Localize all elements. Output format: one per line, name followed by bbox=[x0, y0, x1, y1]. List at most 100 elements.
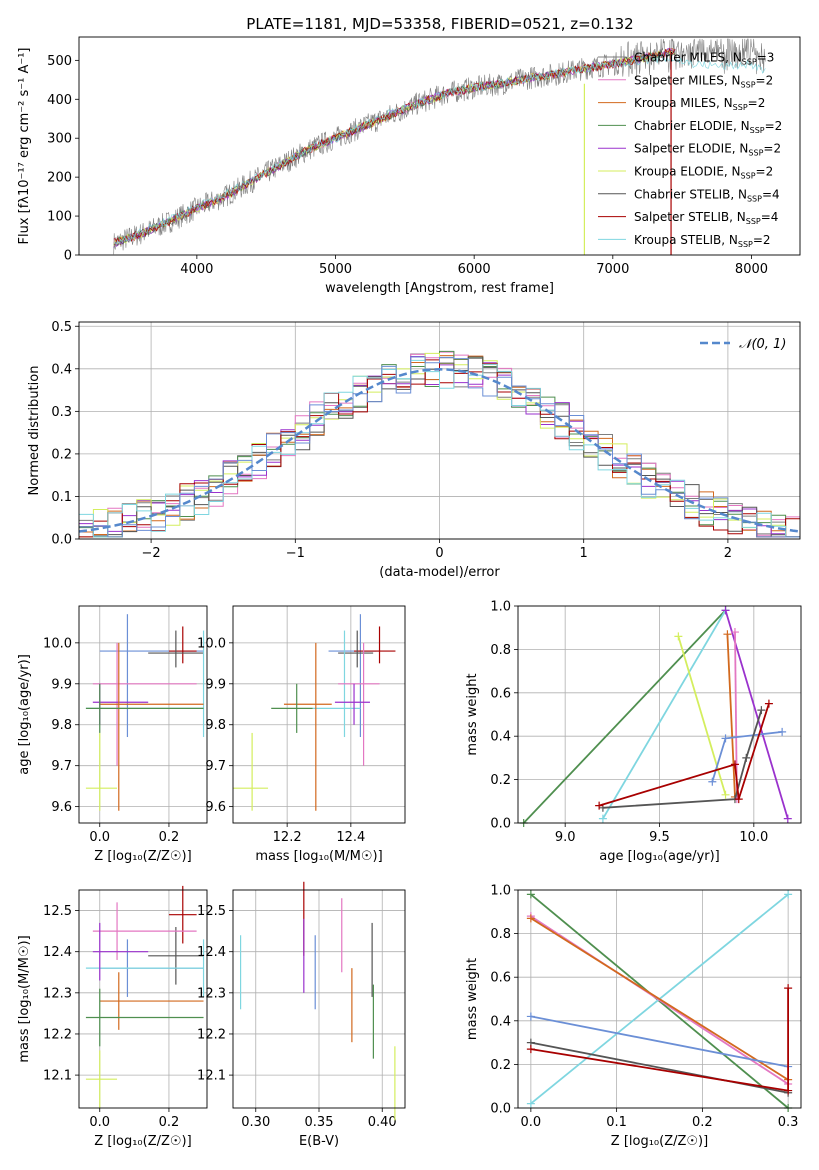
weight-marker bbox=[721, 790, 730, 799]
y-tick-label: 9.6 bbox=[51, 800, 72, 815]
weight-line bbox=[726, 634, 736, 798]
weight-line bbox=[602, 709, 763, 809]
y-tick-label: 0.0 bbox=[490, 817, 511, 832]
model-spectrum-line bbox=[113, 53, 766, 245]
weight-marker bbox=[674, 632, 683, 641]
y-axis-label: age [log₁₀(age/yr)] bbox=[17, 654, 32, 775]
legend-entry-value: =2 bbox=[753, 233, 771, 247]
legend-entry-value: =2 bbox=[756, 165, 774, 179]
x-axis-label: (data-model)/error bbox=[379, 565, 500, 580]
residual-histogram bbox=[79, 359, 800, 538]
y-axis-label: Normed distribution bbox=[27, 366, 42, 496]
y-axis-label: mass weight bbox=[465, 958, 480, 1040]
y-tick-label: 400 bbox=[47, 93, 72, 108]
weight-marker bbox=[526, 1099, 535, 1108]
mass-vs-z-panel: 0.0 0.2 12.1 12.2 12.3 12.4 12.5 Z [log₁₀(Z/Z☉)… bbox=[17, 885, 208, 1149]
legend-entry: Chabrier ELODIE, NSSP=2 bbox=[634, 119, 782, 135]
figure-title: PLATE=1181, MJD=53358, FIBERID=0521, z=0… bbox=[246, 15, 633, 33]
weight-line bbox=[602, 609, 727, 820]
x-tick-label: 2 bbox=[724, 546, 732, 561]
weight-vs-age-panel: 9.0 9.5 10.0 0.0 0.2 0.4 0.6 0.8 1.0 age [log₁₀(a… bbox=[465, 600, 802, 864]
x-tick-label: 0.0 bbox=[89, 1115, 110, 1130]
weight-marker bbox=[784, 1086, 793, 1095]
legend-subscript: SSP bbox=[741, 80, 756, 89]
legend-subscript: SSP bbox=[750, 126, 765, 135]
y-tick-label: 0 bbox=[64, 249, 72, 264]
x-tick-label: 5000 bbox=[319, 262, 352, 277]
gaussian-curve bbox=[78, 368, 801, 533]
y-tick-label: 1.0 bbox=[490, 884, 511, 899]
axes-frame bbox=[78, 36, 801, 256]
axes-frame bbox=[517, 605, 802, 824]
y-tick-label: 1.0 bbox=[490, 600, 511, 615]
weight-marker bbox=[526, 1012, 535, 1021]
legend-entry-value: =2 bbox=[763, 142, 781, 156]
legend: Chabrier MILES, NSSP=3 Salpeter MILES, NS… bbox=[598, 51, 782, 249]
x-tick-label: 6000 bbox=[458, 262, 491, 277]
weight-vs-z-panel: 0.0 0.1 0.2 0.3 0.0 0.2 0.4 0.6 0.8 1.0 Z [log₁₀(Z… bbox=[465, 884, 802, 1149]
legend-entry-value: =4 bbox=[761, 210, 779, 224]
x-tick-label: 12.2 bbox=[273, 830, 302, 845]
axes-frame bbox=[78, 605, 208, 824]
y-tick-label: 0.3 bbox=[51, 405, 72, 420]
y-tick-label: 12.3 bbox=[197, 986, 226, 1001]
y-tick-label: 0.4 bbox=[490, 730, 511, 745]
legend-subscript: SSP bbox=[738, 240, 753, 249]
legend-subscript: SSP bbox=[742, 58, 757, 67]
weight-marker bbox=[784, 984, 793, 993]
y-tick-label: 9.8 bbox=[51, 718, 72, 733]
weight-marker bbox=[730, 628, 739, 637]
y-tick-label: 200 bbox=[47, 171, 72, 186]
residuals-panel: −2 −1 0 1 2 0.0 0.1 0.2 0.3 0.4 0.5 (data-model)/er… bbox=[27, 320, 801, 580]
y-tick-label: 500 bbox=[47, 54, 72, 69]
age-vs-mass-panel: 12.2 12.4 9.6 9.7 9.8 9.9 10.0 mass [log₁₀(M/M☉… bbox=[197, 605, 406, 864]
weight-marker bbox=[783, 814, 792, 823]
axes-frame bbox=[232, 889, 406, 1109]
mass-vs-ebv-panel: 0.30 0.35 0.40 12.1 12.2 12.3 12.4 12.5 E(B-V) bbox=[197, 881, 406, 1149]
x-tick-label: 0.0 bbox=[521, 1115, 542, 1130]
weight-marker bbox=[526, 1045, 535, 1054]
y-tick-label: 12.2 bbox=[197, 1027, 226, 1042]
legend-entry-value: =4 bbox=[762, 187, 780, 201]
y-tick-label: 0.4 bbox=[51, 362, 72, 377]
x-tick-label: 0.2 bbox=[159, 830, 180, 845]
axes-frame bbox=[78, 889, 208, 1109]
y-tick-label: 0.0 bbox=[490, 1102, 511, 1117]
weight-marker bbox=[764, 699, 773, 708]
weight-marker bbox=[526, 890, 535, 899]
x-tick-label: 0.35 bbox=[305, 1115, 334, 1130]
y-axis-label: Flux [fλ10⁻¹⁷ erg cm⁻² s⁻¹ A⁻¹] bbox=[17, 48, 32, 245]
y-tick-label: 12.3 bbox=[43, 986, 72, 1001]
y-axis-label: mass weight bbox=[465, 673, 480, 755]
y-tick-label: 0.0 bbox=[51, 533, 72, 548]
x-tick-label: 9.0 bbox=[555, 830, 576, 845]
weight-marker bbox=[526, 914, 535, 923]
y-tick-label: 9.9 bbox=[51, 677, 72, 692]
x-tick-label: 1 bbox=[580, 546, 588, 561]
legend-entry: Salpeter MILES, NSSP=2 bbox=[634, 73, 773, 89]
y-tick-label: 0.4 bbox=[490, 1014, 511, 1029]
y-tick-label: 9.7 bbox=[51, 759, 72, 774]
y-tick-label: 100 bbox=[47, 210, 72, 225]
weight-line bbox=[523, 609, 727, 824]
x-axis-label: mass [log₁₀(M/M☉)] bbox=[255, 849, 382, 864]
weight-marker bbox=[708, 777, 717, 786]
legend-entry: Chabrier STELIB, NSSP=4 bbox=[634, 187, 780, 203]
weight-line bbox=[530, 893, 789, 1109]
weight-line bbox=[530, 917, 789, 1081]
weight-line bbox=[677, 636, 727, 796]
weight-marker bbox=[721, 734, 730, 743]
y-tick-label: 12.4 bbox=[43, 945, 72, 960]
y-tick-label: 9.7 bbox=[205, 759, 226, 774]
x-tick-label: 4000 bbox=[180, 262, 213, 277]
spectrum-panel: 4000 5000 6000 7000 8000 0 100 200 300 400 500 wave… bbox=[17, 36, 801, 296]
y-tick-label: 0.6 bbox=[490, 686, 511, 701]
legend-entry-value: =2 bbox=[765, 119, 783, 133]
legend-subscript: SSP bbox=[747, 194, 762, 203]
y-tick-label: 0.2 bbox=[490, 773, 511, 788]
y-tick-label: 0.8 bbox=[490, 927, 511, 942]
weight-marker bbox=[730, 760, 739, 769]
y-tick-label: 12.4 bbox=[197, 945, 226, 960]
age-vs-z-panel: 0.0 0.2 9.6 9.7 9.8 9.9 10.0 Z [log₁₀(Z/Z☉)] age… bbox=[17, 605, 208, 864]
